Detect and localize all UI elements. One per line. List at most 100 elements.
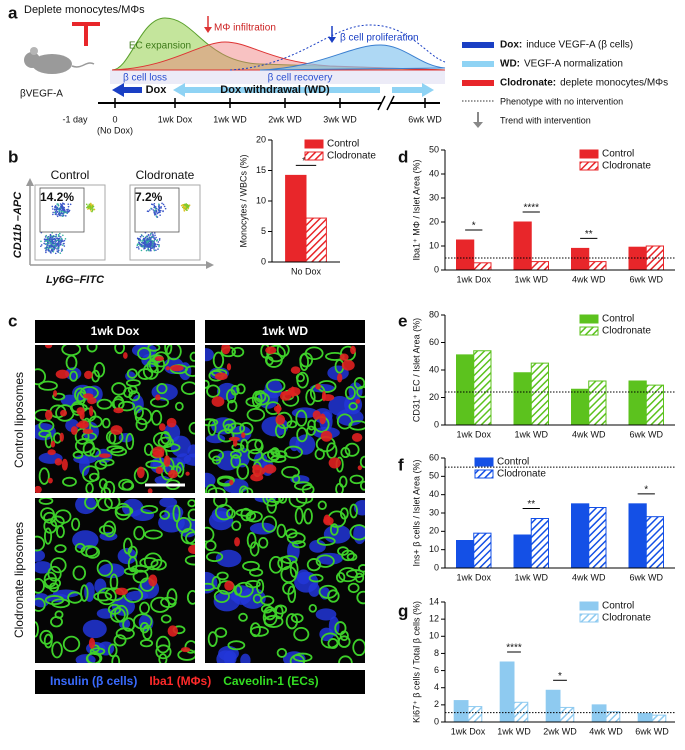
row-label: Clodronate liposomes	[12, 522, 26, 638]
endothelial-cell	[291, 474, 301, 484]
flow-dot	[159, 211, 161, 213]
endothelial-cell	[212, 351, 225, 369]
bar	[628, 246, 647, 271]
flow-dot	[51, 208, 54, 210]
endothelial-cell	[38, 498, 54, 505]
endothelial-cell	[35, 578, 45, 594]
flow-dot	[183, 206, 186, 209]
bar	[559, 706, 575, 723]
y-tick-label: 60	[429, 452, 439, 462]
dox-label: Dox	[146, 84, 168, 96]
flow-dot	[144, 247, 146, 249]
flow-dot	[93, 208, 96, 211]
x-tick-label: 6wk WD	[630, 274, 664, 284]
endothelial-cell	[276, 523, 287, 538]
flow-dot	[149, 244, 152, 246]
flow-plot	[129, 184, 201, 261]
flow-dot	[56, 215, 59, 218]
endothelial-cell	[145, 460, 164, 469]
endothelial-cell	[216, 571, 229, 581]
endothelial-cell	[143, 552, 163, 571]
endothelial-cell	[217, 475, 235, 486]
flow-dot	[147, 248, 149, 251]
flow-dot	[183, 204, 186, 206]
flow-dot	[54, 247, 56, 249]
endothelial-cell	[262, 608, 278, 626]
beta-cell	[215, 549, 242, 568]
flow-dot	[157, 208, 160, 211]
beta-cell	[223, 650, 237, 663]
flow-dot	[55, 233, 57, 236]
endothelial-cell	[44, 595, 65, 606]
endothelial-cell	[346, 569, 365, 579]
bar	[588, 507, 607, 569]
endothelial-cell	[205, 484, 218, 493]
flow-dot	[51, 236, 53, 239]
macrophage	[98, 453, 111, 458]
endothelial-cell	[85, 482, 94, 493]
flow-dot	[58, 237, 61, 240]
flow-dot	[48, 245, 51, 248]
endothelial-cell	[88, 415, 103, 428]
flow-dot	[54, 210, 57, 213]
flow-dot	[153, 249, 156, 252]
macrophage	[47, 449, 56, 456]
break-mark	[386, 95, 395, 111]
endothelial-cell	[205, 551, 224, 563]
flow-dot	[155, 207, 158, 210]
endothelial-cell	[93, 361, 106, 378]
endothelial-cell	[347, 582, 360, 594]
significance-label: *	[644, 484, 648, 495]
endothelial-cell	[82, 441, 96, 457]
flow-dot	[143, 238, 146, 240]
macrophage	[60, 409, 68, 417]
flow-dot	[184, 204, 187, 206]
endothelial-cell	[72, 450, 84, 459]
endothelial-cell	[296, 426, 308, 443]
macrophage	[232, 438, 238, 447]
flow-dot	[90, 209, 92, 212]
y-tick-label: 30	[429, 507, 439, 517]
macrophage	[273, 405, 282, 413]
flow-dot	[63, 203, 66, 205]
flow-dot	[160, 206, 162, 208]
macrophage	[79, 410, 85, 420]
legend-text: VEGF-A normalization	[524, 59, 623, 70]
macrophage	[355, 398, 361, 404]
endothelial-cell	[285, 528, 298, 539]
endothelial-cell	[288, 498, 308, 508]
endothelial-cell	[93, 591, 113, 602]
panel-b-flow: Control Clodronate 14.2% 7.2% CD11b –APC…	[12, 168, 214, 286]
micrograph	[205, 345, 365, 493]
legend-label: Control	[602, 314, 634, 325]
y-axis-label: CD31⁺ EC / Islet Area (%)	[411, 318, 421, 422]
flow-dot	[153, 239, 156, 242]
endothelial-cell	[234, 581, 254, 598]
significance-label: ****	[523, 203, 539, 214]
legend-swatch	[579, 161, 599, 171]
legend-label: Control	[497, 457, 529, 468]
group-label: Control	[51, 168, 90, 182]
endothelial-cell	[242, 560, 260, 572]
wd-label: Dox withdrawal (WD)	[220, 84, 330, 96]
endothelial-cell	[160, 596, 177, 608]
flow-dot	[140, 249, 143, 252]
macrophage	[115, 587, 128, 596]
macrophage	[110, 425, 123, 436]
flow-dot	[45, 247, 48, 250]
legend-swatch	[462, 42, 494, 48]
endothelial-cell	[187, 508, 195, 522]
flow-dot	[158, 239, 161, 241]
macrophage	[315, 383, 321, 390]
flow-dot	[57, 203, 59, 205]
endothelial-cell	[213, 498, 228, 508]
column-header	[35, 320, 195, 343]
endothelial-cell	[339, 507, 349, 520]
beta-cell	[296, 569, 311, 585]
flow-x-axis: Ly6G–FITC	[46, 274, 105, 286]
endothelial-cell	[72, 565, 87, 581]
flow-dot	[138, 241, 140, 244]
y-tick-label: 0	[261, 256, 266, 266]
endothelial-cell	[255, 578, 265, 595]
significance-label: **	[585, 229, 593, 240]
